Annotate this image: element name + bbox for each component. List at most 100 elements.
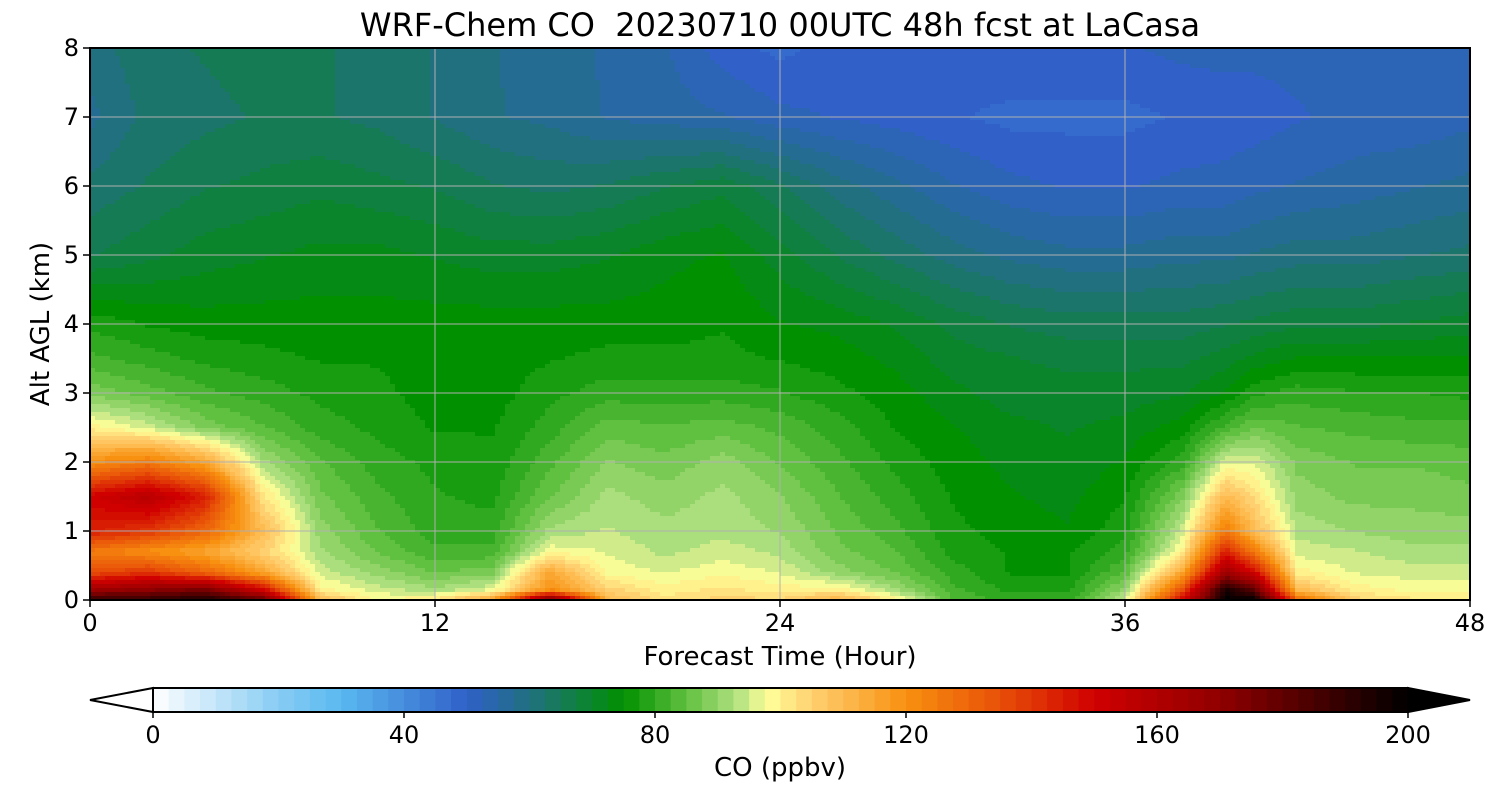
contour-cell	[995, 544, 1081, 549]
contour-cell	[945, 552, 1006, 557]
contour-cell	[355, 528, 381, 533]
contour-cell	[300, 544, 311, 549]
contour-cell	[920, 348, 986, 353]
contour-cell	[1240, 512, 1251, 517]
contour-cell	[270, 576, 276, 581]
contour-cell	[90, 72, 126, 77]
contour-cell	[1135, 472, 1156, 477]
contour-cell	[1095, 420, 1171, 425]
contour-cell	[1275, 432, 1346, 437]
contour-cell	[1220, 472, 1251, 477]
contour-cell	[1125, 532, 1136, 537]
contour-cell	[1200, 500, 1206, 505]
contour-cell	[430, 108, 506, 113]
contour-cell	[1345, 568, 1470, 573]
contour-cell	[165, 388, 216, 393]
contour-cell	[1285, 560, 1291, 565]
contour-cell	[1265, 500, 1271, 505]
contour-cell	[1210, 544, 1216, 549]
contour-cell	[1370, 412, 1470, 417]
contour-cell	[655, 580, 681, 585]
contour-cell	[670, 276, 741, 281]
contour-cell	[180, 520, 196, 525]
contour-cell	[670, 48, 706, 53]
contour-cell	[900, 208, 951, 213]
contour-cell	[1190, 472, 1196, 477]
contour-cell	[1205, 500, 1211, 505]
contour-cell	[135, 120, 236, 125]
contour-cell	[935, 580, 951, 585]
contour-cell	[1305, 108, 1470, 113]
contour-cell	[1180, 436, 1191, 441]
contour-cell	[820, 468, 856, 473]
contour-cell	[1230, 576, 1236, 581]
contour-cell	[225, 576, 231, 581]
contour-cell	[160, 572, 176, 577]
contour-cell	[205, 488, 211, 493]
contour-cell	[1205, 572, 1211, 577]
contour-cell	[100, 112, 136, 117]
contour-cell	[515, 448, 541, 453]
contour-cell	[260, 536, 271, 541]
contour-cell	[1230, 512, 1236, 517]
contour-cell	[970, 568, 1006, 573]
contour-cell	[400, 392, 516, 397]
contour-cell	[815, 592, 846, 597]
contour-cell	[230, 444, 241, 449]
contour-cell	[90, 152, 111, 157]
contour-cell	[1220, 544, 1231, 549]
contour-cell	[540, 564, 551, 569]
contour-cell	[1285, 552, 1291, 557]
contour-cell	[1075, 580, 1091, 585]
x-axis-ticks: 0 12 24 36 48	[82, 600, 1485, 637]
contour-cell	[1200, 496, 1206, 501]
contour-cell	[1240, 276, 1416, 281]
contour-cell	[90, 524, 126, 529]
contour-cell	[105, 248, 176, 253]
contour-cell	[1140, 104, 1306, 109]
contour-cell	[215, 476, 221, 481]
colorbar-cell	[560, 688, 578, 712]
contour-cell	[510, 560, 516, 565]
contour-cell	[1205, 548, 1211, 553]
contour-cell	[255, 492, 261, 497]
contour-cell	[235, 552, 251, 557]
contour-cell	[635, 564, 701, 569]
contour-cell	[505, 572, 511, 577]
contour-cell	[370, 432, 476, 437]
contour-cell	[90, 516, 151, 521]
contour-cell	[130, 232, 206, 237]
contour-cell	[580, 592, 586, 597]
contour-cell	[240, 596, 246, 600]
contour-cell	[1090, 568, 1111, 573]
contour-cell	[290, 516, 296, 521]
contour-cell	[785, 560, 811, 565]
contour-cell	[515, 564, 526, 569]
contour-cell	[140, 580, 166, 585]
contour-cell	[1180, 588, 1186, 593]
contour-cell	[925, 512, 961, 517]
contour-cell	[500, 64, 596, 69]
contour-cell	[1295, 572, 1326, 577]
contour-cell	[1125, 552, 1136, 557]
contour-cell	[350, 120, 441, 125]
contour-cell	[945, 372, 1216, 377]
contour-cell	[1245, 532, 1251, 537]
contour-cell	[1200, 596, 1206, 600]
contour-cell	[1215, 580, 1221, 585]
contour-cell	[335, 468, 366, 473]
contour-cell	[1160, 176, 1306, 181]
contour-cell	[1040, 264, 1156, 269]
contour-cell	[580, 464, 601, 469]
contour-cell	[540, 552, 546, 557]
contour-cell	[1110, 592, 1121, 597]
contour-cell	[1190, 476, 1196, 481]
contour-cell	[930, 560, 956, 565]
contour-cell	[90, 532, 101, 537]
contour-cell	[540, 568, 546, 573]
contour-cell	[1205, 580, 1211, 585]
contour-cell	[995, 584, 1076, 589]
contour-cell	[260, 472, 271, 477]
contour-cell	[1305, 512, 1446, 517]
contour-cell	[1155, 400, 1201, 405]
